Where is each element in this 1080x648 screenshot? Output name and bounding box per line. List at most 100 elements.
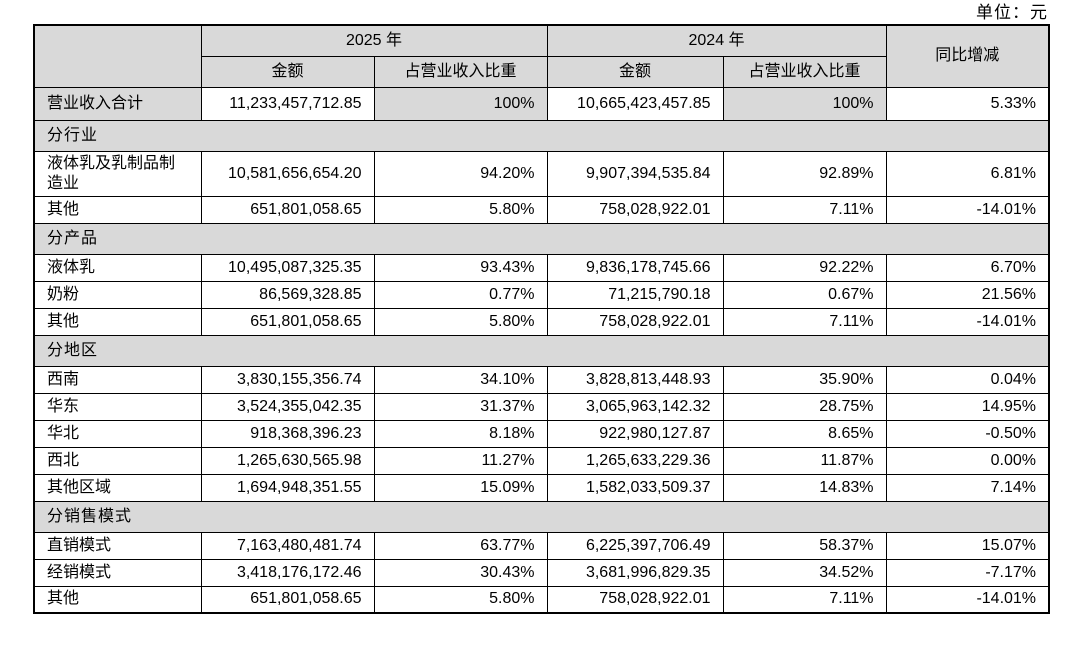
amount-2024: 758,028,922.01	[546, 195, 724, 224]
amount-2024: 10,665,423,457.85	[546, 86, 724, 121]
amount-2025: 10,495,087,325.35	[200, 253, 375, 282]
section-title: 分行业	[33, 119, 1050, 152]
proportion-2025: 63.77%	[373, 531, 548, 560]
row-label: 营业收入合计	[33, 86, 202, 121]
proportion-2024: 28.75%	[722, 392, 887, 421]
row-label: 华北	[33, 419, 202, 448]
yoy-value: 21.56%	[885, 280, 1050, 309]
amount-2025-header: 金额	[200, 55, 375, 88]
yoy-value: 5.33%	[885, 86, 1050, 121]
amount-2025: 86,569,328.85	[200, 280, 375, 309]
row-label: 液体乳及乳制品制造业	[33, 150, 202, 197]
row-label: 直销模式	[33, 531, 202, 560]
table-row: 其他区域 1,694,948,351.55 15.09% 1,582,033,5…	[33, 473, 1050, 502]
section-title: 分地区	[33, 334, 1050, 367]
section-row-product: 分产品	[33, 222, 1050, 255]
unit-label: 单位：元	[976, 3, 1048, 22]
yoy-value: -14.01%	[885, 307, 1050, 336]
yoy-value: 0.00%	[885, 446, 1050, 475]
row-label: 华东	[33, 392, 202, 421]
row-label: 西南	[33, 365, 202, 394]
proportion-2025: 93.43%	[373, 253, 548, 282]
table-row: 西南 3,830,155,356.74 34.10% 3,828,813,448…	[33, 365, 1050, 394]
section-title: 分产品	[33, 222, 1050, 255]
amount-2024-header: 金额	[546, 55, 724, 88]
table-row: 直销模式 7,163,480,481.74 63.77% 6,225,397,7…	[33, 531, 1050, 560]
table-row: 西北 1,265,630,565.98 11.27% 1,265,633,229…	[33, 446, 1050, 475]
proportion-2025: 11.27%	[373, 446, 548, 475]
table-row-total: 营业收入合计 11,233,457,712.85 100% 10,665,423…	[33, 86, 1050, 121]
proportion-2024: 34.52%	[722, 558, 887, 587]
row-label: 经销模式	[33, 558, 202, 587]
amount-2025: 10,581,656,654.20	[200, 150, 375, 197]
table-row: 液体乳及乳制品制造业 10,581,656,654.20 94.20% 9,90…	[33, 150, 1050, 197]
proportion-2025: 31.37%	[373, 392, 548, 421]
section-row-region: 分地区	[33, 334, 1050, 367]
yoy-value: 15.07%	[885, 531, 1050, 560]
proportion-2025: 94.20%	[373, 150, 548, 197]
proportion-2024-header: 占营业收入比重	[722, 55, 887, 88]
proportion-2025: 8.18%	[373, 419, 548, 448]
table-row: 华东 3,524,355,042.35 31.37% 3,065,963,142…	[33, 392, 1050, 421]
proportion-2025: 15.09%	[373, 473, 548, 502]
amount-2025: 3,418,176,172.46	[200, 558, 375, 587]
amount-2025: 7,163,480,481.74	[200, 531, 375, 560]
amount-2024: 3,065,963,142.32	[546, 392, 724, 421]
table-row: 其他 651,801,058.65 5.80% 758,028,922.01 7…	[33, 585, 1050, 614]
amount-2024: 6,225,397,706.49	[546, 531, 724, 560]
row-label: 西北	[33, 446, 202, 475]
proportion-2024: 8.65%	[722, 419, 887, 448]
yoy-value: 7.14%	[885, 473, 1050, 502]
amount-2025: 651,801,058.65	[200, 585, 375, 614]
amount-2025: 1,265,630,565.98	[200, 446, 375, 475]
section-title: 分销售模式	[33, 500, 1050, 533]
proportion-2024: 92.22%	[722, 253, 887, 282]
proportion-2025: 5.80%	[373, 585, 548, 614]
amount-2025: 651,801,058.65	[200, 307, 375, 336]
yoy-value: -7.17%	[885, 558, 1050, 587]
yoy-value: 6.70%	[885, 253, 1050, 282]
amount-2024: 3,828,813,448.93	[546, 365, 724, 394]
proportion-2025: 30.43%	[373, 558, 548, 587]
proportion-2025-header: 占营业收入比重	[373, 55, 548, 88]
proportion-2024: 0.67%	[722, 280, 887, 309]
amount-2025: 3,524,355,042.35	[200, 392, 375, 421]
amount-2024: 758,028,922.01	[546, 585, 724, 614]
proportion-2025: 5.80%	[373, 195, 548, 224]
proportion-2025: 100%	[373, 86, 548, 121]
header-row-measures: 金额 占营业收入比重 金额 占营业收入比重	[34, 55, 1049, 88]
proportion-2025: 34.10%	[373, 365, 548, 394]
amount-2024: 9,907,394,535.84	[546, 150, 724, 197]
row-label: 其他	[33, 307, 202, 336]
amount-2025: 3,830,155,356.74	[200, 365, 375, 394]
yoy-value: 14.95%	[885, 392, 1050, 421]
yoy-value: -14.01%	[885, 585, 1050, 614]
year-2024-header: 2024 年	[546, 24, 887, 57]
table-row: 经销模式 3,418,176,172.46 30.43% 3,681,996,8…	[33, 558, 1050, 587]
yoy-value: 0.04%	[885, 365, 1050, 394]
section-row-sales-model: 分销售模式	[33, 500, 1050, 533]
amount-2024: 1,265,633,229.36	[546, 446, 724, 475]
amount-2024: 9,836,178,745.66	[546, 253, 724, 282]
row-label: 其他	[33, 195, 202, 224]
proportion-2024: 11.87%	[722, 446, 887, 475]
proportion-2024: 58.37%	[722, 531, 887, 560]
amount-2024: 3,681,996,829.35	[546, 558, 724, 587]
yoy-value: -0.50%	[885, 419, 1050, 448]
amount-2025: 651,801,058.65	[200, 195, 375, 224]
proportion-2024: 7.11%	[722, 307, 887, 336]
proportion-2024: 14.83%	[722, 473, 887, 502]
proportion-2025: 0.77%	[373, 280, 548, 309]
proportion-2024: 7.11%	[722, 585, 887, 614]
yoy-value: -14.01%	[885, 195, 1050, 224]
table-row: 液体乳 10,495,087,325.35 93.43% 9,836,178,7…	[33, 253, 1050, 282]
row-label: 其他	[33, 585, 202, 614]
row-label: 其他区域	[33, 473, 202, 502]
yoy-header: 同比增减	[885, 24, 1050, 88]
proportion-2025: 5.80%	[373, 307, 548, 336]
corner-cell	[33, 24, 202, 88]
year-2025-header: 2025 年	[200, 24, 548, 57]
section-row-industry: 分行业	[33, 119, 1050, 152]
table-row: 其他 651,801,058.65 5.80% 758,028,922.01 7…	[33, 307, 1050, 336]
